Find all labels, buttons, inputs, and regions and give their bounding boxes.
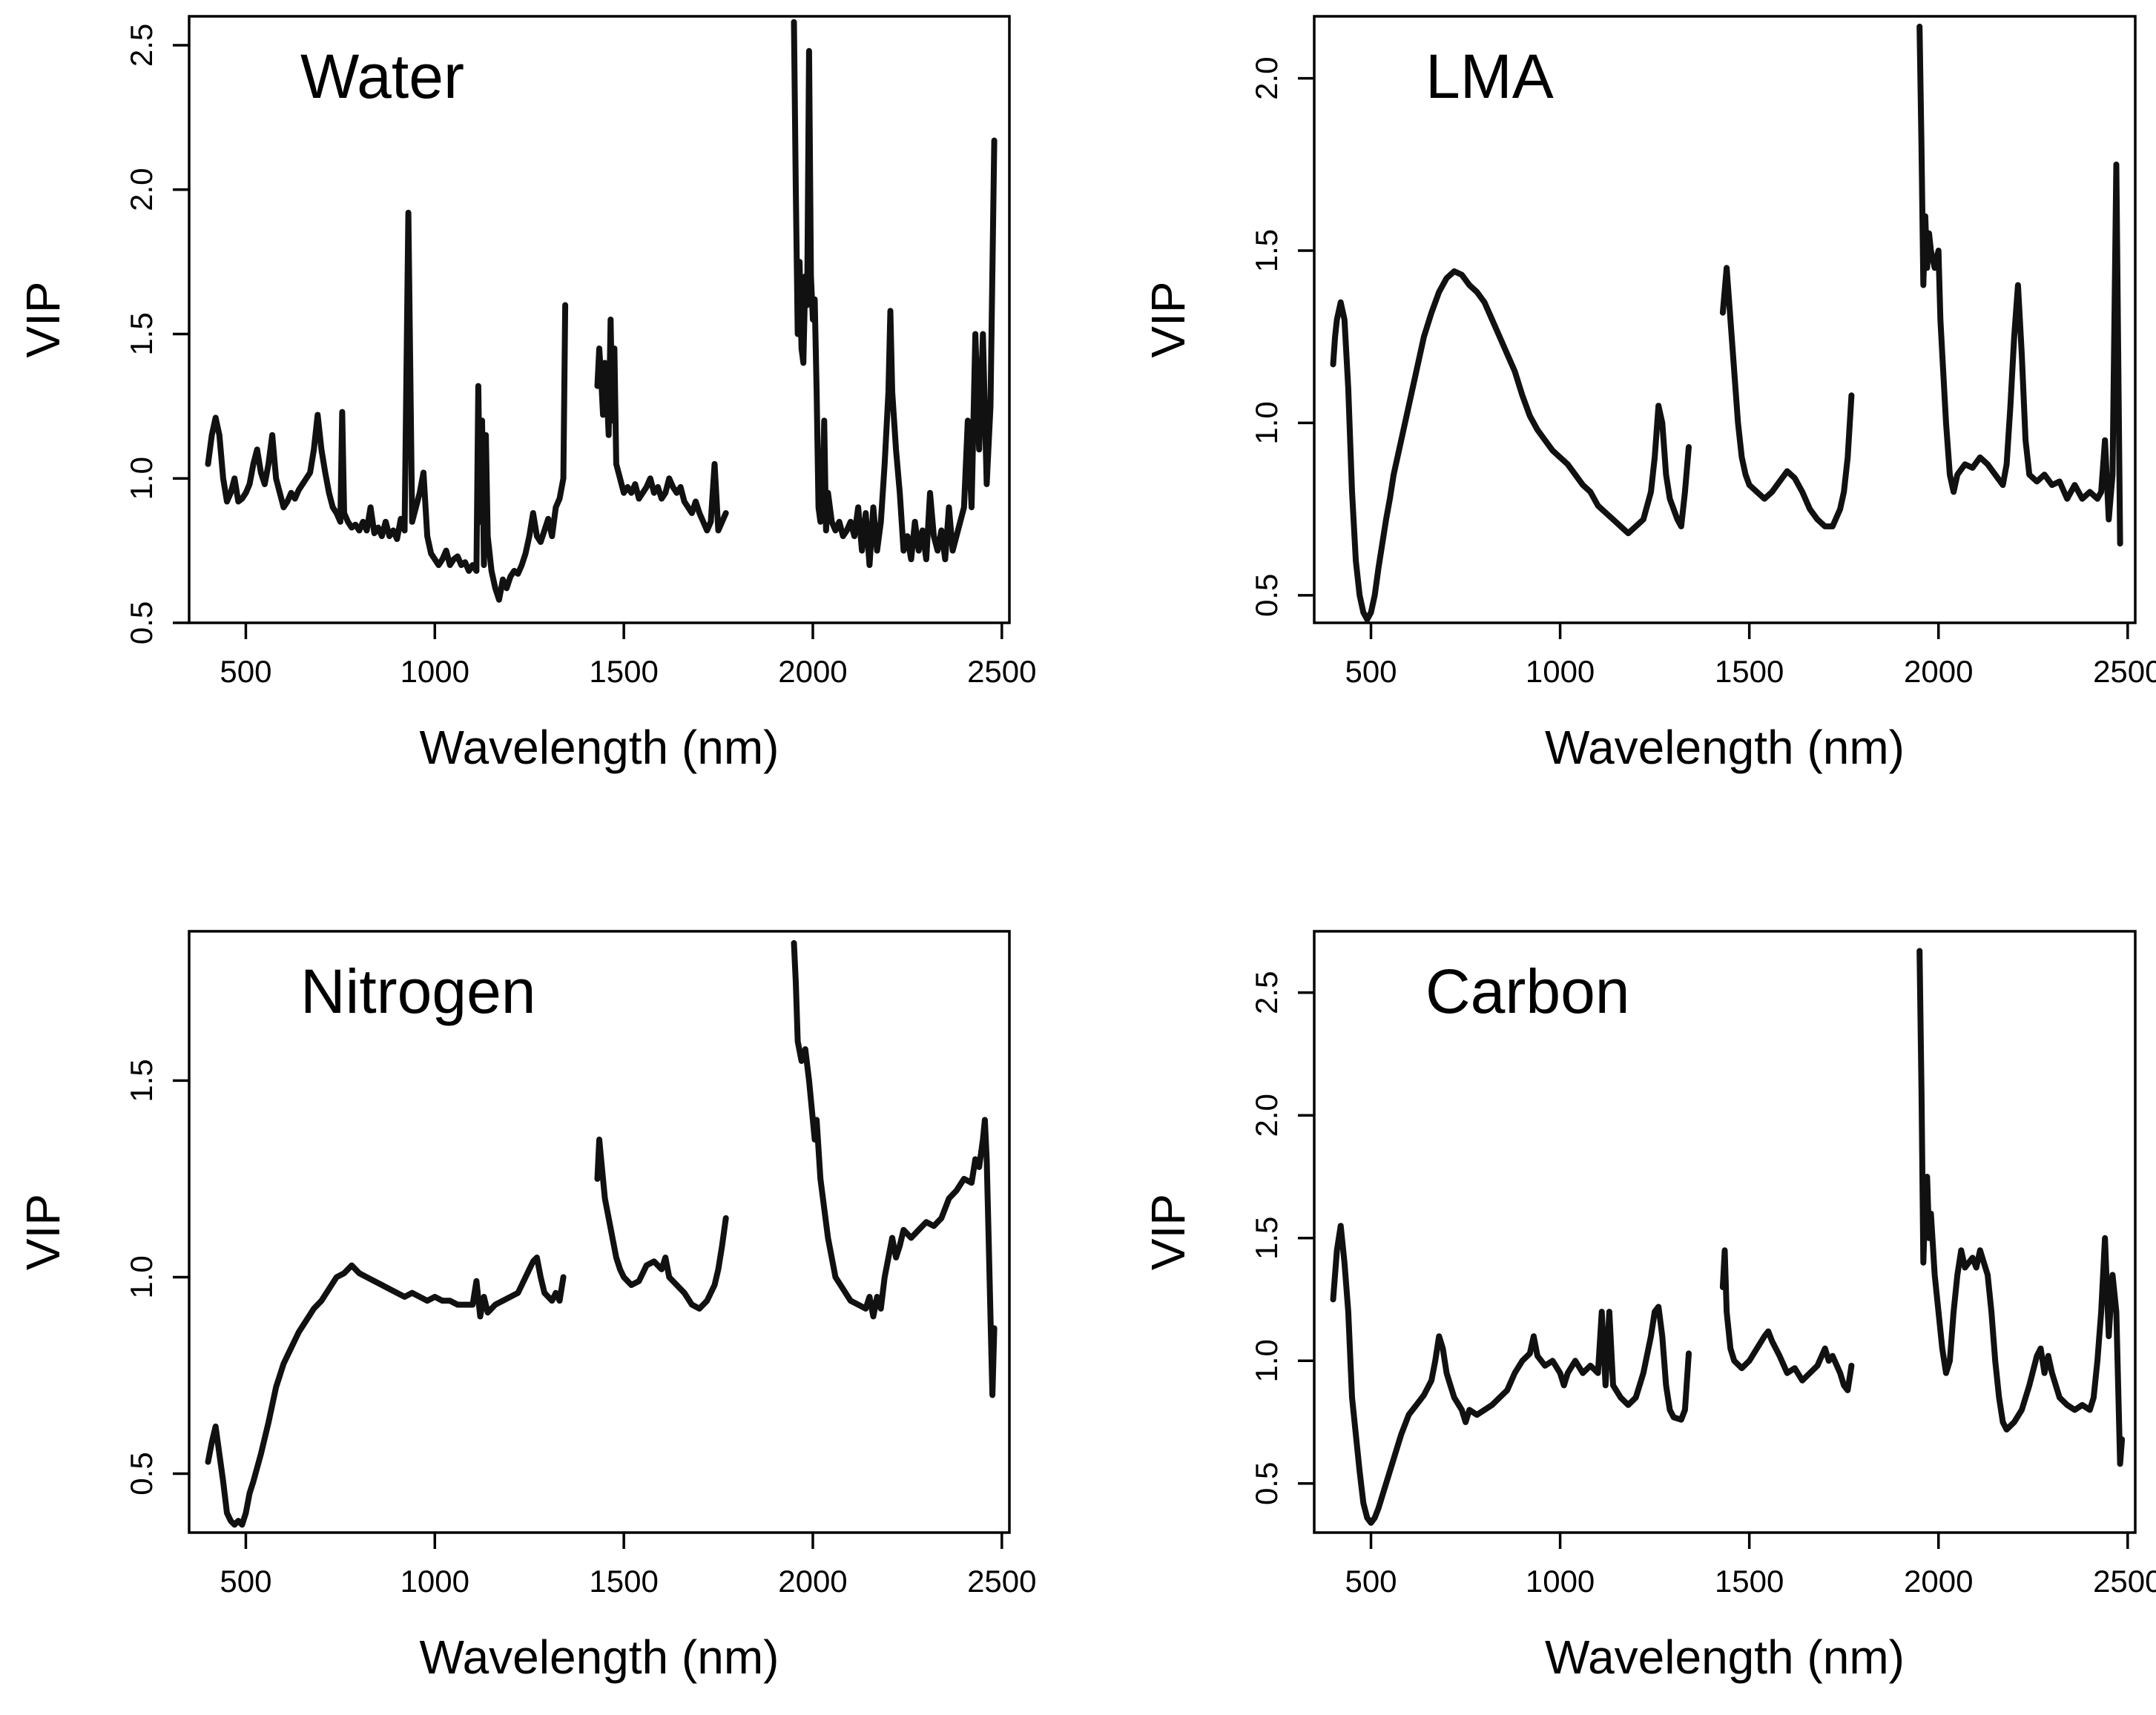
plot-frame bbox=[188, 930, 1011, 1534]
vip-series-segment bbox=[1719, 1247, 1855, 1393]
x-tick-label: 1500 bbox=[1715, 1564, 1784, 1599]
series-lines bbox=[1330, 23, 2123, 623]
x-axis-title: Wavelength (nm) bbox=[420, 1630, 779, 1684]
y-tick-label: 2.0 bbox=[1249, 1094, 1284, 1137]
y-tick-label: 1.5 bbox=[1249, 1217, 1284, 1260]
x-tick-label: 2500 bbox=[2093, 1564, 2156, 1599]
x-tick-label: 500 bbox=[1345, 654, 1397, 689]
x-tick-label: 500 bbox=[220, 654, 271, 689]
x-tick-label: 2500 bbox=[967, 654, 1036, 689]
x-tick-label: 1500 bbox=[589, 654, 658, 689]
x-tick-label: 2000 bbox=[778, 654, 847, 689]
y-tick-label: 0.5 bbox=[1249, 574, 1284, 617]
y-axis-title: VIP bbox=[1141, 1194, 1195, 1270]
y-tick-label: 1.5 bbox=[124, 1059, 159, 1102]
plot-frame bbox=[188, 15, 1011, 624]
y-tick-label: 2.0 bbox=[1249, 56, 1284, 99]
x-tick-label: 500 bbox=[1345, 1564, 1397, 1599]
x-axis-title: Wavelength (nm) bbox=[420, 721, 779, 774]
vip-series-segment bbox=[1916, 948, 2126, 1467]
vip-series-segment bbox=[1330, 1223, 1692, 1526]
x-tick-label: 1500 bbox=[1715, 654, 1784, 689]
vip-series-segment bbox=[594, 317, 729, 534]
panel-title: Nitrogen bbox=[300, 956, 536, 1026]
y-tick-label: 0.5 bbox=[1249, 1462, 1284, 1505]
x-axis-title: Wavelength (nm) bbox=[1545, 721, 1905, 774]
x-tick-label: 1500 bbox=[589, 1564, 658, 1599]
y-tick-label: 0.5 bbox=[124, 601, 159, 644]
series-lines bbox=[1330, 948, 2126, 1526]
y-tick-label: 1.0 bbox=[1249, 401, 1284, 444]
y-tick-label: 1.0 bbox=[1249, 1339, 1284, 1382]
vip-series-segment bbox=[791, 19, 998, 569]
x-tick-label: 500 bbox=[220, 1564, 271, 1599]
x-tick-label: 1000 bbox=[400, 654, 469, 689]
x-tick-label: 2500 bbox=[967, 1564, 1036, 1599]
x-tick-label: 1000 bbox=[1526, 1564, 1595, 1599]
y-axis-title: VIP bbox=[16, 1194, 70, 1270]
vip-series-segment bbox=[1916, 23, 2123, 547]
vip-series-segment bbox=[1330, 268, 1692, 623]
x-tick-label: 1000 bbox=[400, 1564, 469, 1599]
y-tick-label: 1.5 bbox=[124, 312, 159, 355]
y-axis-title: VIP bbox=[1141, 281, 1195, 357]
axis-ticks: 500 1000 1500 2000 2500 0.5 1.0 1.5 2.0 bbox=[1249, 56, 2156, 689]
panel-title: Carbon bbox=[1425, 956, 1630, 1026]
y-tick-label: 2.5 bbox=[124, 24, 159, 67]
panel-nitrogen: 500 1000 1500 2000 2500 0.5 1.0 1.5 Nitrogen Wa… bbox=[16, 930, 1037, 1684]
y-tick-label: 1.5 bbox=[1249, 229, 1284, 272]
x-tick-label: 2000 bbox=[1904, 1564, 1973, 1599]
plot-frame bbox=[1313, 930, 2137, 1534]
panel-title: LMA bbox=[1425, 42, 1554, 111]
plot-frame bbox=[1313, 15, 2137, 624]
y-tick-label: 0.5 bbox=[124, 1452, 159, 1495]
vip-series-segment bbox=[205, 1255, 567, 1528]
panel-water: 500 1000 1500 2000 2500 0.5 1.0 1.5 2.0 2.5 Water… bbox=[16, 15, 1037, 774]
y-tick-label: 1.0 bbox=[124, 457, 159, 500]
axis-ticks: 500 1000 1500 2000 2500 0.5 1.0 1.5 2.0 2.5 bbox=[1249, 971, 2156, 1599]
panel-title: Water bbox=[300, 42, 464, 111]
vip-series-segment bbox=[205, 209, 569, 603]
y-tick-label: 2.5 bbox=[1249, 971, 1284, 1014]
series-lines bbox=[205, 19, 998, 603]
panel-carbon: 500 1000 1500 2000 2500 0.5 1.0 1.5 2.0 2.5 Carbo… bbox=[1141, 930, 2156, 1684]
vip-series-segment bbox=[1719, 265, 1855, 529]
y-tick-label: 2.0 bbox=[124, 168, 159, 211]
x-tick-label: 2000 bbox=[1904, 654, 1973, 689]
axis-ticks: 500 1000 1500 2000 2500 0.5 1.0 1.5 bbox=[124, 1059, 1037, 1599]
vip-series-segment bbox=[791, 939, 998, 1398]
axis-ticks: 500 1000 1500 2000 2500 0.5 1.0 1.5 2.0 2.5 bbox=[124, 24, 1037, 689]
vip-series-segment bbox=[594, 1136, 729, 1312]
panel-lma: 500 1000 1500 2000 2500 0.5 1.0 1.5 2.0 LMA Wave… bbox=[1141, 15, 2156, 774]
series-lines bbox=[205, 939, 998, 1528]
x-tick-label: 2500 bbox=[2093, 654, 2156, 689]
y-axis-title: VIP bbox=[16, 281, 70, 357]
y-tick-label: 1.0 bbox=[124, 1255, 159, 1298]
x-tick-label: 2000 bbox=[778, 1564, 847, 1599]
x-axis-title: Wavelength (nm) bbox=[1545, 1630, 1905, 1684]
x-tick-label: 1000 bbox=[1526, 654, 1595, 689]
